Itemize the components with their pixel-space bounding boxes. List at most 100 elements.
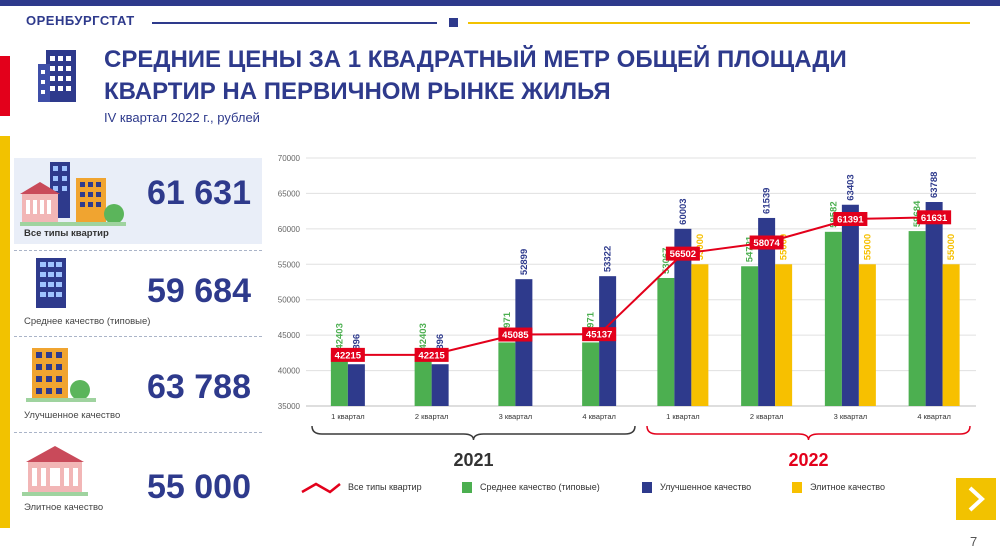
legend-label: Элитное качество <box>810 482 885 492</box>
x-tick-label: 2 квартал <box>750 412 784 421</box>
bar <box>691 264 709 406</box>
panel-elite: 55 000 Элитное качество <box>14 442 262 518</box>
line-point-marker <box>833 212 868 227</box>
panel-all-types-label: Все типы квартир <box>24 228 109 239</box>
line-data-label: 56502 <box>670 249 696 260</box>
panel-elite-label: Элитное качество <box>24 502 104 513</box>
y-tick-label: 60000 <box>278 225 301 234</box>
x-tick-label: 1 квартал <box>331 412 365 421</box>
y-tick-label: 70000 <box>278 154 301 163</box>
page-title: СРЕДНИЕ ЦЕНЫ ЗА 1 КВАДРАТНЫЙ МЕТР ОБЩЕЙ … <box>104 46 847 105</box>
bar-data-label: 61539 <box>762 188 773 214</box>
bar-data-label: 55000 <box>695 234 706 260</box>
bar-data-label: 53322 <box>603 246 614 272</box>
panel-improved: 63 788 Улучшенное качество <box>14 344 262 426</box>
bar-data-label: 63788 <box>929 172 940 198</box>
bar <box>414 353 432 406</box>
bar-data-label: 55000 <box>946 234 957 260</box>
year-bracket <box>646 425 971 441</box>
panel-divider <box>14 250 262 251</box>
year-label: 2021 <box>453 450 493 470</box>
legend-swatch <box>642 482 652 493</box>
line-point-marker <box>330 347 365 362</box>
bar <box>775 264 793 406</box>
top-bar <box>0 0 1000 6</box>
bar <box>657 277 675 406</box>
x-tick-label: 1 квартал <box>666 412 700 421</box>
x-tick-label: 3 квартал <box>499 412 533 421</box>
line-point-marker <box>582 327 617 342</box>
y-tick-label: 50000 <box>278 296 301 305</box>
line-point-marker <box>917 210 952 225</box>
panel-standard: 59 684 Среднее качество (типовые) <box>14 256 262 332</box>
line-point-marker <box>414 347 449 362</box>
header-rule-gold <box>468 22 970 24</box>
y-tick-label: 65000 <box>278 189 301 198</box>
legend-label: Улучшенное качество <box>660 482 751 492</box>
panel-elite-value: 55 000 <box>147 468 251 506</box>
bar-data-label: 43971 <box>586 311 597 338</box>
header-rule-blue <box>152 22 437 24</box>
panel-divider <box>14 336 262 337</box>
bar-data-label: 43971 <box>502 311 513 338</box>
bar-data-label: 40896 <box>435 334 446 360</box>
year-label: 2022 <box>788 450 828 470</box>
bar-data-label: 53067 <box>661 248 672 274</box>
x-tick-label: 3 квартал <box>834 412 868 421</box>
bar <box>431 364 449 406</box>
line-data-label: 42215 <box>418 350 445 361</box>
legend-label: Все типы квартир <box>348 482 422 492</box>
page-number: 7 <box>970 534 978 549</box>
x-tick-label: 4 квартал <box>917 412 951 421</box>
bar <box>674 228 692 406</box>
line-data-label: 45085 <box>502 330 529 341</box>
y-tick-label: 55000 <box>278 260 301 269</box>
bar <box>741 266 759 406</box>
line-point-marker <box>665 246 700 261</box>
chevron-right-icon <box>968 486 985 512</box>
y-tick-label: 45000 <box>278 331 301 340</box>
line-data-label: 58074 <box>753 238 780 249</box>
legend-swatch <box>792 482 802 493</box>
panel-all-types: 61 631 Все типы квартир <box>14 158 262 244</box>
legend-line-swatch <box>301 482 341 494</box>
line-point-marker <box>498 327 533 342</box>
bar-data-label: 40896 <box>351 334 362 360</box>
side-accent-red <box>0 56 10 116</box>
panel-divider <box>14 432 262 433</box>
header-rule-square <box>449 18 458 27</box>
bar <box>841 204 859 406</box>
y-tick-label: 35000 <box>278 402 301 411</box>
panel-all-types-value: 61 631 <box>147 174 251 212</box>
bar <box>347 364 365 406</box>
legend-swatch <box>462 482 472 493</box>
panel-improved-value: 63 788 <box>147 368 251 406</box>
bar <box>824 231 842 406</box>
blue-apartment-icon <box>36 258 66 308</box>
bar-data-label: 42403 <box>334 323 345 349</box>
bar-data-label: 55000 <box>779 234 790 260</box>
year-bracket <box>311 425 636 441</box>
price-chart: 35000 40000 45000 50000 55000 60000 65000 70000… <box>278 154 976 494</box>
bar-data-label: 52899 <box>519 249 530 275</box>
y-tick-label: 40000 <box>278 367 301 376</box>
next-slide-button[interactable] <box>956 478 996 520</box>
line-data-label: 42215 <box>335 350 362 361</box>
panel-standard-value: 59 684 <box>147 272 251 310</box>
bar <box>330 353 348 406</box>
bar-data-label: 42403 <box>418 323 429 349</box>
bar <box>515 279 533 406</box>
panel-improved-label: Улучшенное качество <box>24 410 121 421</box>
bar-data-label: 63403 <box>845 174 856 200</box>
line-data-label: 61631 <box>921 213 948 224</box>
bar <box>908 231 926 406</box>
bar <box>758 217 776 406</box>
bar <box>942 264 960 406</box>
bar-data-label: 55000 <box>862 234 873 260</box>
x-tick-label: 2 квартал <box>415 412 449 421</box>
bar <box>582 342 600 406</box>
line-data-label: 45137 <box>586 330 612 341</box>
legend-label: Среднее качество (типовые) <box>480 482 600 492</box>
page-subtitle: IV квартал 2022 г., рублей <box>104 110 260 125</box>
bar <box>858 264 876 406</box>
